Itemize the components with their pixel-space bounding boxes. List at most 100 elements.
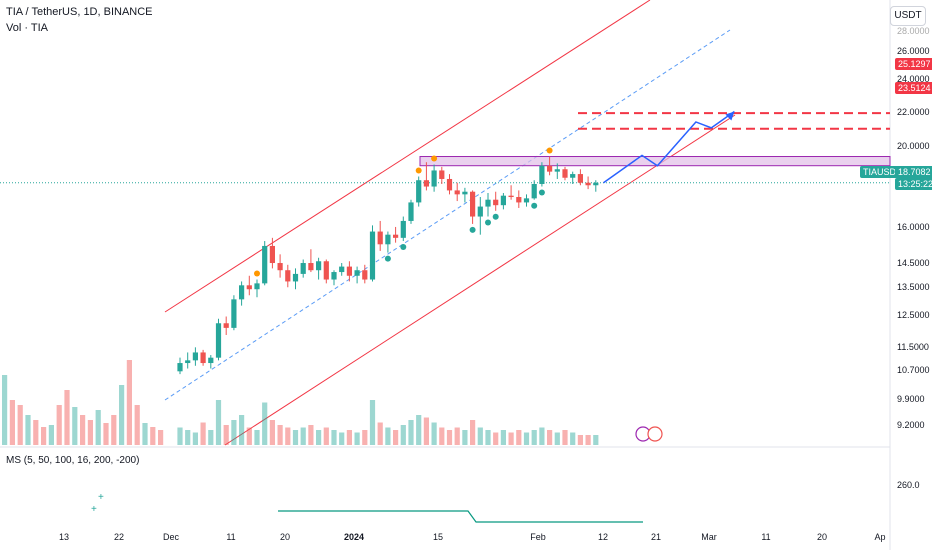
signal-dot [400, 244, 407, 251]
candle-body [269, 245, 275, 264]
volume-bar [508, 432, 514, 445]
candle-body [446, 178, 453, 191]
price-axis-top-label: 28.0000 [897, 26, 930, 36]
candle-body [285, 270, 291, 282]
indicator-label[interactable]: MS (5, 50, 100, 16, 200, -200) [6, 455, 140, 466]
volume-bar [208, 430, 214, 445]
volume-bar [262, 402, 268, 445]
volume-bar [316, 430, 322, 445]
candle-body [215, 323, 222, 358]
candle-body [346, 266, 352, 276]
candle-body [470, 191, 476, 217]
volume-bar [87, 420, 93, 445]
volume-bar [385, 427, 391, 445]
volume-bar [354, 432, 360, 445]
candle-body [316, 261, 322, 271]
volume-bar [547, 430, 553, 445]
volume-bar [462, 430, 468, 445]
symbol-title[interactable]: TIA / TetherUS, 1D, BINANCE [6, 6, 153, 18]
candle-body [185, 360, 191, 364]
flag-event-icon [647, 426, 663, 442]
volume-bar [369, 400, 376, 445]
candle-body [500, 195, 506, 206]
volume-bar [454, 427, 460, 445]
volume-bar [423, 417, 429, 445]
indicator-axis-label: 260.0 [897, 480, 920, 490]
signal-dot [546, 147, 553, 154]
volume-bar [300, 427, 306, 445]
projection-arrowhead [725, 111, 735, 121]
volume-bar [439, 427, 445, 445]
volume-bar [393, 430, 399, 445]
candle-body [385, 234, 391, 245]
candle-body [454, 190, 460, 195]
target-1-tag: 25.1297 [895, 58, 932, 70]
volume-bar [25, 415, 31, 445]
candle-body [585, 182, 591, 186]
candle-body [339, 266, 345, 273]
volume-bar [570, 432, 576, 445]
time-axis-label: 21 [650, 532, 662, 542]
volume-bar [470, 420, 476, 445]
candle-body [277, 263, 283, 271]
volume-bar [254, 430, 260, 445]
candle-body [331, 272, 337, 280]
candle-body [192, 352, 198, 361]
signal-dot [384, 255, 391, 262]
volume-bar [285, 427, 291, 445]
projection-path [603, 110, 735, 184]
candle-body [431, 170, 437, 187]
price-axis-label: 10.7000 [897, 365, 930, 375]
candle-body [262, 245, 268, 284]
signal-dot [531, 202, 538, 209]
candle-body [369, 231, 376, 280]
volume-label[interactable]: Vol · TIA [6, 22, 48, 34]
volume-bar [17, 405, 23, 445]
candle-body [539, 165, 545, 184]
price-axis-label: 22.0000 [897, 107, 930, 117]
volume-bar [41, 427, 47, 445]
candle-body [531, 183, 537, 199]
signal-dot [431, 155, 438, 162]
volume-bar [119, 385, 125, 445]
volume-bar [56, 405, 62, 445]
time-axis-label: Feb [530, 532, 546, 542]
volume-bar [33, 420, 39, 445]
price-axis-label: 9.2000 [897, 420, 925, 430]
candle-body [462, 191, 468, 195]
volume-bar [158, 430, 164, 445]
candle-body [354, 270, 360, 276]
time-axis-label: 12 [597, 532, 609, 542]
channel-upper-line [164, 0, 651, 313]
time-axis-label: 22 [113, 532, 125, 542]
volume-bar [277, 425, 283, 445]
candle-body [547, 165, 553, 172]
volume-bar [95, 410, 101, 445]
currency-unit-button[interactable]: USDT [890, 6, 926, 26]
candle-body [570, 174, 576, 178]
candle-body [300, 263, 306, 274]
indicator-marker: + [91, 504, 97, 515]
volume-bar [339, 432, 345, 445]
candle-body [508, 195, 514, 198]
volume-bar [223, 425, 229, 445]
candle-body [485, 199, 491, 207]
volume-bar [577, 435, 583, 445]
candle-body [223, 323, 229, 328]
volume-bar [80, 415, 86, 445]
volume-bar [400, 425, 406, 445]
volume-bar [539, 427, 545, 445]
volume-bar [493, 432, 499, 445]
volume-bar [177, 427, 183, 445]
signal-dot [492, 213, 499, 220]
volume-bar [516, 430, 522, 445]
volume-bar [331, 430, 337, 445]
target-2-tag: 23.5124 [895, 82, 932, 94]
volume-bar [308, 425, 314, 445]
last-price-tag: 18.7082 [895, 166, 932, 178]
signal-dot [485, 219, 491, 226]
volume-bar [485, 430, 491, 445]
signal-dot [469, 226, 476, 233]
volume-bar [408, 420, 414, 445]
